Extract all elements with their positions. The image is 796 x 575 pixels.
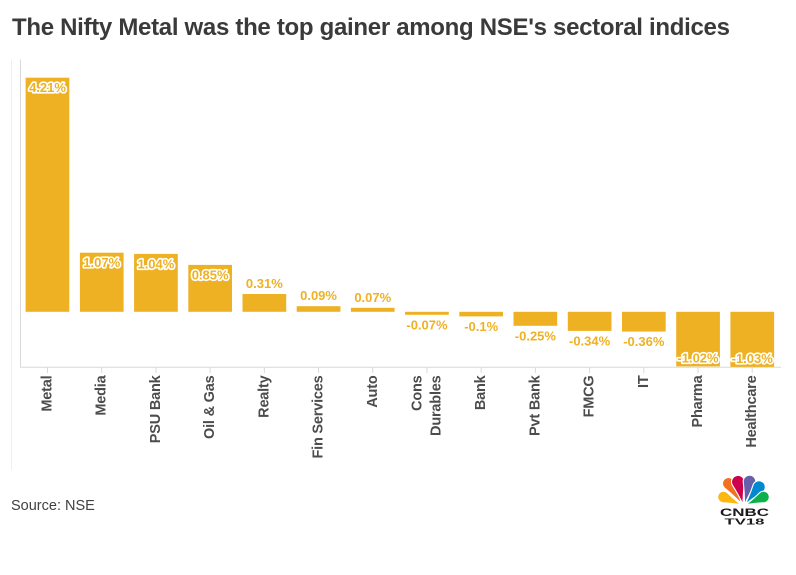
svg-text:Realty: Realty <box>256 375 272 417</box>
svg-text:0.09%: 0.09% <box>300 288 337 303</box>
svg-text:IT: IT <box>636 375 652 388</box>
svg-text:1.07%: 1.07% <box>83 255 120 270</box>
svg-text:PSU Bank: PSU Bank <box>148 374 164 443</box>
svg-text:Oil & Gas: Oil & Gas <box>202 375 218 439</box>
svg-text:-0.25%: -0.25% <box>515 328 557 343</box>
svg-text:Metal: Metal <box>40 376 56 412</box>
svg-text:-0.07%: -0.07% <box>406 317 448 332</box>
svg-text:Pharma: Pharma <box>690 374 706 427</box>
svg-text:-0.1%: -0.1% <box>464 319 498 334</box>
svg-text:0.07%: 0.07% <box>354 290 391 305</box>
svg-text:Healthcare: Healthcare <box>744 375 760 447</box>
svg-text:Fin Services: Fin Services <box>311 375 327 458</box>
svg-text:TV18: TV18 <box>725 517 766 527</box>
svg-text:-0.36%: -0.36% <box>623 334 665 349</box>
svg-text:0.85%: 0.85% <box>192 267 229 282</box>
svg-text:FMCG: FMCG <box>582 376 598 418</box>
svg-text:Bank: Bank <box>473 374 489 410</box>
svg-text:4.21%: 4.21% <box>29 80 66 95</box>
svg-text:1.04%: 1.04% <box>137 256 174 271</box>
svg-text:Pvt Bank: Pvt Bank <box>527 374 543 436</box>
svg-text:-1.02%: -1.02% <box>677 350 719 365</box>
svg-text:CNBC: CNBC <box>720 507 769 519</box>
svg-text:Durables: Durables <box>429 375 445 436</box>
svg-text:Cons: Cons <box>410 375 426 411</box>
svg-text:Media: Media <box>94 374 110 415</box>
svg-text:-1.03%: -1.03% <box>732 351 774 366</box>
svg-text:Auto: Auto <box>365 375 381 408</box>
svg-text:0.31%: 0.31% <box>246 276 283 291</box>
svg-text:-0.34%: -0.34% <box>569 333 611 348</box>
